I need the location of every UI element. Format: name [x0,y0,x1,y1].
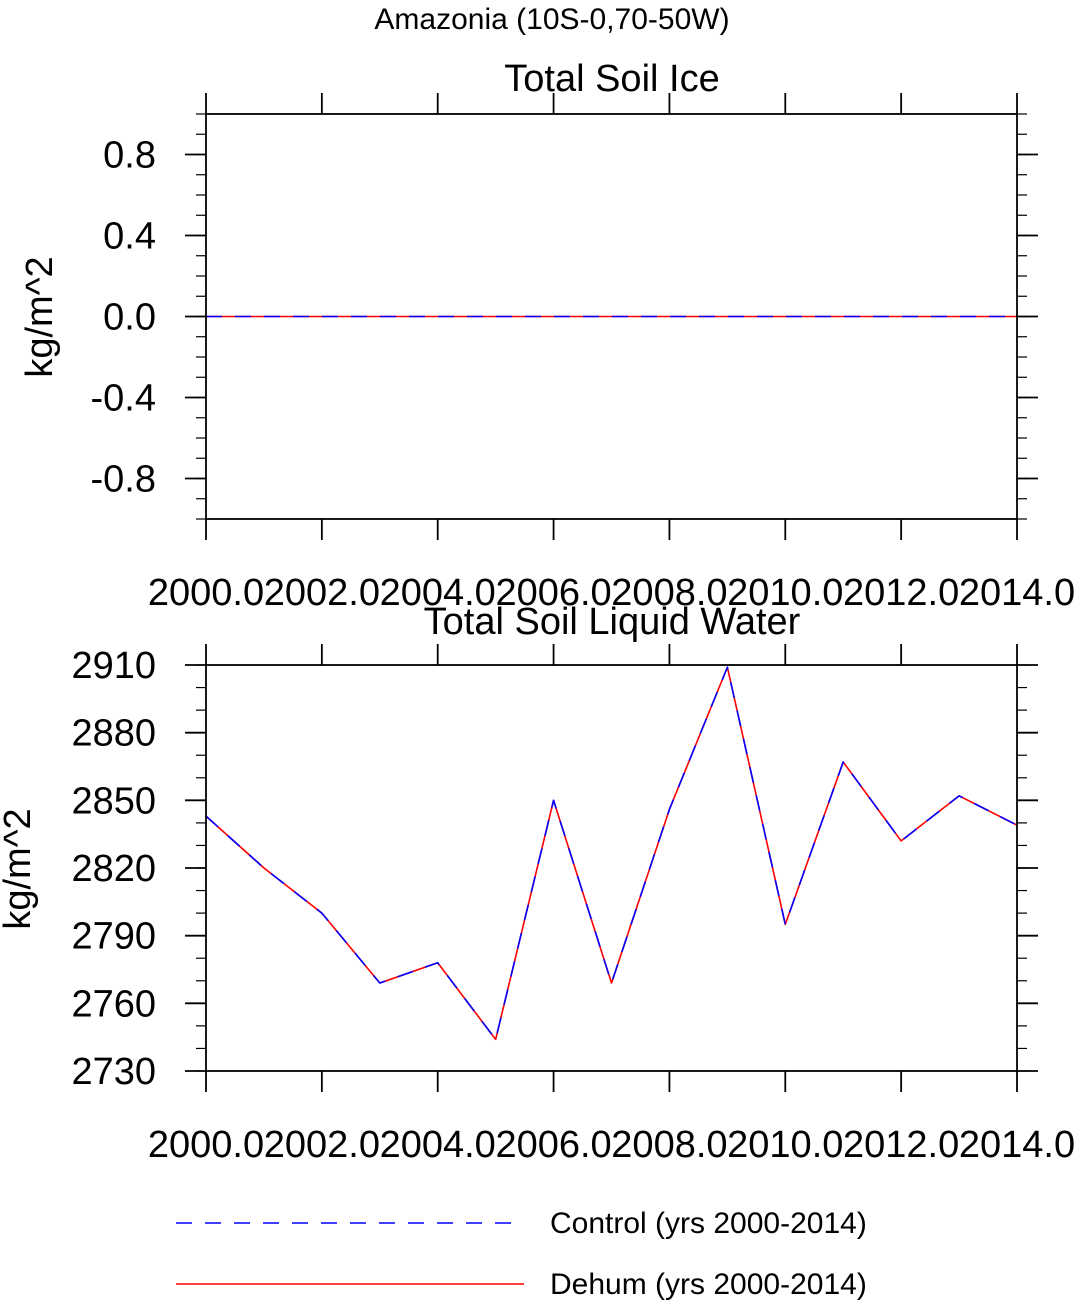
series-line-control [205,666,1018,1041]
y-axis-label: kg/m^2 [19,256,61,377]
x-tick-label: 2004.0 [380,1124,496,1166]
x-tick-label: 2000.0 [148,1124,264,1166]
legend: Control (yrs 2000-2014) Dehum (yrs 2000-… [176,1207,867,1301]
series-line-dehum [205,666,1018,1041]
y-tick-label: 2910 [71,645,156,687]
panel-title: Total Soil Liquid Water [424,601,801,643]
x-tick-label: 2008.0 [611,572,727,614]
y-axis-label: kg/m^2 [0,808,39,929]
y-tick-label: 2880 [71,713,156,755]
y-tick-label: 2820 [71,848,156,890]
x-tick-label: 2010.0 [727,1124,843,1166]
x-tick-label: 2002.0 [264,572,380,614]
y-tick-label: 2850 [71,780,156,822]
figure-title: Amazonia (10S-0,70-50W) [374,3,729,36]
y-tick-label: 0.4 [103,216,156,258]
panel-title: Total Soil Ice [504,58,719,100]
y-tick-label: 2730 [71,1051,156,1093]
y-tick-label: 2790 [71,916,156,958]
x-tick-label: 2006.0 [495,572,611,614]
plot-frame [205,664,1018,1072]
x-tick-label: 2006.0 [495,1124,611,1166]
x-tick-label: 2008.0 [611,1124,727,1166]
x-tick-label: 2004.0 [380,572,496,614]
panel-total-soil-ice: Total Soil Ice kg/m^2 2000.0 2002.0 2004.0… [19,58,1075,614]
legend-label-control: Control (yrs 2000-2014) [550,1207,867,1240]
y-tick-label: 2760 [71,983,156,1025]
x-tick-label: 2012.0 [843,572,959,614]
y-tick-label: -0.8 [91,459,156,501]
x-tick-label: 2014.0 [959,572,1075,614]
x-tick-label: 2010.0 [727,572,843,614]
legend-label-dehum: Dehum (yrs 2000-2014) [550,1268,867,1301]
y-tick-label: 0.8 [103,135,156,177]
x-tick-label: 2000.0 [148,572,264,614]
x-tick-label: 2012.0 [843,1124,959,1166]
y-tick-label: -0.4 [91,378,156,420]
x-tick-label: 2002.0 [264,1124,380,1166]
panel-total-soil-liquid-water: Total Soil Liquid Water kg/m^2 2000.0 200… [0,601,1075,1166]
y-tick-label: 0.0 [103,297,156,339]
x-tick-label: 2014.0 [959,1124,1075,1166]
